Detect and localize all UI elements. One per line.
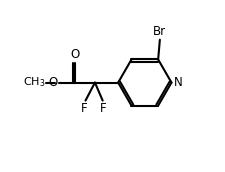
Text: Br: Br <box>153 25 166 38</box>
Text: O: O <box>70 48 79 61</box>
Text: F: F <box>100 102 106 115</box>
Text: O: O <box>48 76 57 89</box>
Text: F: F <box>81 102 88 115</box>
Text: N: N <box>173 76 182 89</box>
Text: CH$_3$: CH$_3$ <box>22 76 45 89</box>
